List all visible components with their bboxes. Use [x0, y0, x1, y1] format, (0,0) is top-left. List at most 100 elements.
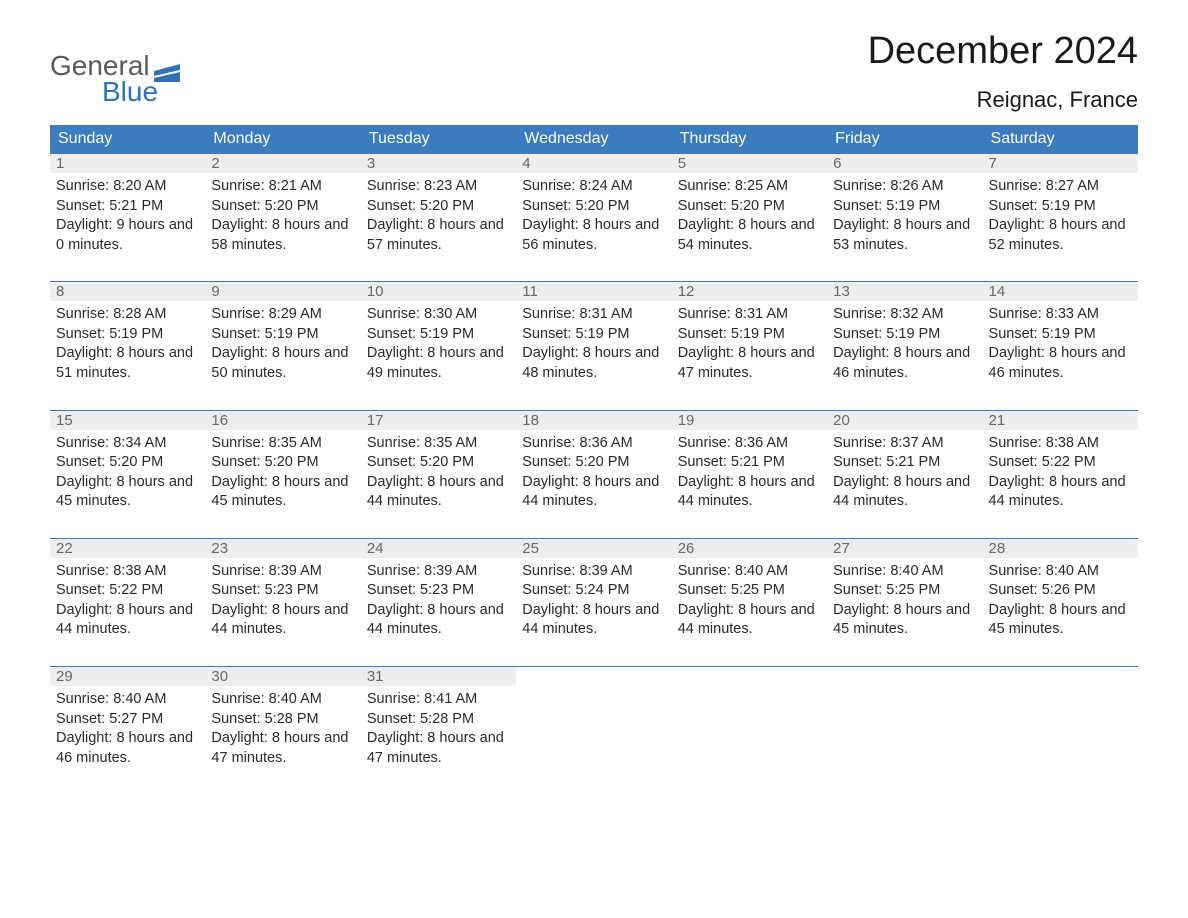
day-details: Sunrise: 8:39 AMSunset: 5:23 PMDaylight:… — [205, 558, 360, 666]
calendar-day: 15Sunrise: 8:34 AMSunset: 5:20 PMDayligh… — [50, 410, 205, 538]
sunset-line: Sunset: 5:28 PM — [211, 710, 354, 730]
calendar-day: 2Sunrise: 8:21 AMSunset: 5:20 PMDaylight… — [205, 154, 360, 282]
calendar-day: 11Sunrise: 8:31 AMSunset: 5:19 PMDayligh… — [516, 282, 671, 410]
calendar-day: 23Sunrise: 8:39 AMSunset: 5:23 PMDayligh… — [205, 538, 360, 666]
day-number: 18 — [516, 411, 671, 430]
day-details: Sunrise: 8:26 AMSunset: 5:19 PMDaylight:… — [827, 173, 982, 281]
sunrise-line: Sunrise: 8:20 AM — [56, 177, 199, 197]
day-number: 2 — [205, 154, 360, 173]
sunrise-line: Sunrise: 8:25 AM — [678, 177, 821, 197]
sunset-line: Sunset: 5:20 PM — [678, 197, 821, 217]
sunrise-line: Sunrise: 8:40 AM — [833, 562, 976, 582]
weekday-header: Monday — [205, 125, 360, 154]
day-details: Sunrise: 8:39 AMSunset: 5:23 PMDaylight:… — [361, 558, 516, 666]
day-number: 27 — [827, 539, 982, 558]
sunrise-line: Sunrise: 8:33 AM — [989, 305, 1132, 325]
daylight-line: Daylight: 8 hours and 49 minutes. — [367, 344, 510, 383]
sunset-line: Sunset: 5:19 PM — [833, 197, 976, 217]
calendar-day: 18Sunrise: 8:36 AMSunset: 5:20 PMDayligh… — [516, 410, 671, 538]
daylight-line: Daylight: 8 hours and 45 minutes. — [833, 601, 976, 640]
calendar-day: 14Sunrise: 8:33 AMSunset: 5:19 PMDayligh… — [983, 282, 1138, 410]
calendar-day: 31Sunrise: 8:41 AMSunset: 5:28 PMDayligh… — [361, 667, 516, 795]
day-number: 31 — [361, 667, 516, 686]
day-number: 15 — [50, 411, 205, 430]
day-number: 4 — [516, 154, 671, 173]
sunset-line: Sunset: 5:24 PM — [522, 581, 665, 601]
daylight-line: Daylight: 8 hours and 46 minutes. — [833, 344, 976, 383]
day-number: 8 — [50, 282, 205, 301]
calendar-day: 25Sunrise: 8:39 AMSunset: 5:24 PMDayligh… — [516, 538, 671, 666]
day-number: 23 — [205, 539, 360, 558]
day-details: Sunrise: 8:40 AMSunset: 5:27 PMDaylight:… — [50, 686, 205, 794]
day-details: Sunrise: 8:36 AMSunset: 5:21 PMDaylight:… — [672, 430, 827, 538]
weekday-header: Thursday — [672, 125, 827, 154]
logo-flag-icon — [154, 64, 180, 82]
day-details: Sunrise: 8:40 AMSunset: 5:25 PMDaylight:… — [827, 558, 982, 666]
weekday-header: Saturday — [983, 125, 1138, 154]
day-number: 22 — [50, 539, 205, 558]
daylight-line: Daylight: 8 hours and 45 minutes. — [211, 473, 354, 512]
daylight-line: Daylight: 8 hours and 44 minutes. — [211, 601, 354, 640]
sunset-line: Sunset: 5:19 PM — [833, 325, 976, 345]
sunrise-line: Sunrise: 8:36 AM — [678, 434, 821, 454]
day-details: Sunrise: 8:31 AMSunset: 5:19 PMDaylight:… — [516, 301, 671, 409]
day-details: Sunrise: 8:36 AMSunset: 5:20 PMDaylight:… — [516, 430, 671, 538]
location-label: Reignac, France — [868, 87, 1138, 113]
day-details: Sunrise: 8:35 AMSunset: 5:20 PMDaylight:… — [361, 430, 516, 538]
sunrise-line: Sunrise: 8:29 AM — [211, 305, 354, 325]
sunset-line: Sunset: 5:20 PM — [522, 453, 665, 473]
calendar-day: 7Sunrise: 8:27 AMSunset: 5:19 PMDaylight… — [983, 154, 1138, 282]
title-block: December 2024 Reignac, France — [868, 30, 1138, 113]
sunrise-line: Sunrise: 8:27 AM — [989, 177, 1132, 197]
calendar-day: 9Sunrise: 8:29 AMSunset: 5:19 PMDaylight… — [205, 282, 360, 410]
daylight-line: Daylight: 8 hours and 44 minutes. — [678, 601, 821, 640]
day-details: Sunrise: 8:35 AMSunset: 5:20 PMDaylight:… — [205, 430, 360, 538]
month-title: December 2024 — [868, 30, 1138, 73]
sunset-line: Sunset: 5:19 PM — [211, 325, 354, 345]
calendar-day: 6Sunrise: 8:26 AMSunset: 5:19 PMDaylight… — [827, 154, 982, 282]
weekday-header: Sunday — [50, 125, 205, 154]
sunrise-line: Sunrise: 8:40 AM — [989, 562, 1132, 582]
sunset-line: Sunset: 5:27 PM — [56, 710, 199, 730]
day-details: Sunrise: 8:33 AMSunset: 5:19 PMDaylight:… — [983, 301, 1138, 409]
sunset-line: Sunset: 5:21 PM — [56, 197, 199, 217]
day-details: Sunrise: 8:38 AMSunset: 5:22 PMDaylight:… — [983, 430, 1138, 538]
sunrise-line: Sunrise: 8:39 AM — [522, 562, 665, 582]
daylight-line: Daylight: 8 hours and 51 minutes. — [56, 344, 199, 383]
day-details: Sunrise: 8:40 AMSunset: 5:25 PMDaylight:… — [672, 558, 827, 666]
weekday-header: Wednesday — [516, 125, 671, 154]
empty-cell: .. — [516, 667, 671, 795]
calendar-day: 27Sunrise: 8:40 AMSunset: 5:25 PMDayligh… — [827, 538, 982, 666]
daylight-line: Daylight: 8 hours and 44 minutes. — [367, 601, 510, 640]
weekday-header: Friday — [827, 125, 982, 154]
sunset-line: Sunset: 5:20 PM — [56, 453, 199, 473]
calendar-day: 16Sunrise: 8:35 AMSunset: 5:20 PMDayligh… — [205, 410, 360, 538]
calendar-day: 10Sunrise: 8:30 AMSunset: 5:19 PMDayligh… — [361, 282, 516, 410]
day-details: Sunrise: 8:39 AMSunset: 5:24 PMDaylight:… — [516, 558, 671, 666]
daylight-line: Daylight: 8 hours and 44 minutes. — [833, 473, 976, 512]
calendar-day: 26Sunrise: 8:40 AMSunset: 5:25 PMDayligh… — [672, 538, 827, 666]
day-number: 7 — [983, 154, 1138, 173]
daylight-line: Daylight: 8 hours and 57 minutes. — [367, 216, 510, 255]
sunset-line: Sunset: 5:23 PM — [211, 581, 354, 601]
calendar-day: 20Sunrise: 8:37 AMSunset: 5:21 PMDayligh… — [827, 410, 982, 538]
sunset-line: Sunset: 5:19 PM — [678, 325, 821, 345]
daylight-line: Daylight: 8 hours and 58 minutes. — [211, 216, 354, 255]
daylight-line: Daylight: 8 hours and 47 minutes. — [678, 344, 821, 383]
sunset-line: Sunset: 5:20 PM — [367, 453, 510, 473]
calendar-header-row: SundayMondayTuesdayWednesdayThursdayFrid… — [50, 125, 1138, 154]
day-details: Sunrise: 8:31 AMSunset: 5:19 PMDaylight:… — [672, 301, 827, 409]
sunrise-line: Sunrise: 8:26 AM — [833, 177, 976, 197]
sunset-line: Sunset: 5:20 PM — [367, 197, 510, 217]
logo: General Blue — [50, 50, 180, 108]
sunrise-line: Sunrise: 8:23 AM — [367, 177, 510, 197]
day-number: 30 — [205, 667, 360, 686]
sunset-line: Sunset: 5:19 PM — [522, 325, 665, 345]
day-details: Sunrise: 8:41 AMSunset: 5:28 PMDaylight:… — [361, 686, 516, 794]
day-number: 11 — [516, 282, 671, 301]
sunset-line: Sunset: 5:19 PM — [56, 325, 199, 345]
calendar-day: 22Sunrise: 8:38 AMSunset: 5:22 PMDayligh… — [50, 538, 205, 666]
calendar-day: 19Sunrise: 8:36 AMSunset: 5:21 PMDayligh… — [672, 410, 827, 538]
weekday-header: Tuesday — [361, 125, 516, 154]
day-details: Sunrise: 8:34 AMSunset: 5:20 PMDaylight:… — [50, 430, 205, 538]
